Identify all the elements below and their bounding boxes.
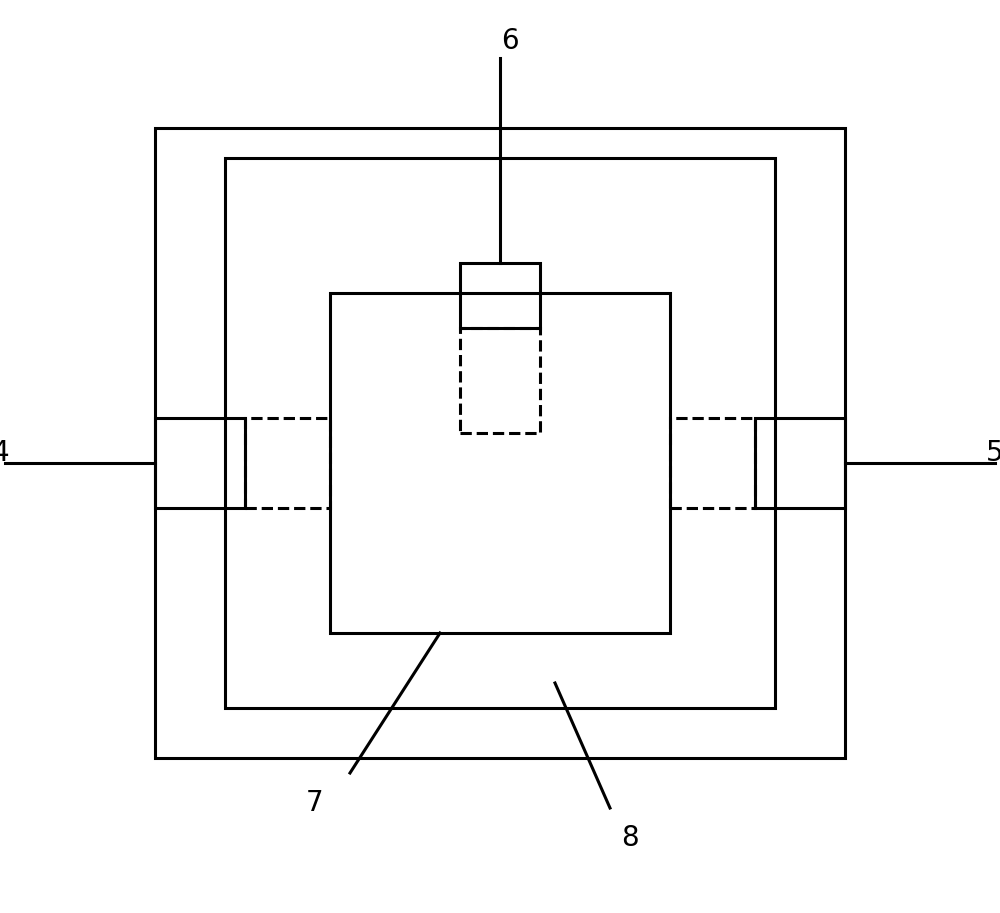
Bar <box>755 418 845 508</box>
Bar <box>225 158 775 708</box>
Text: 4: 4 <box>0 439 9 467</box>
Text: 7: 7 <box>306 789 324 817</box>
Bar <box>460 328 540 433</box>
Bar <box>155 418 245 508</box>
Bar <box>245 418 330 508</box>
Text: 6: 6 <box>501 27 519 55</box>
Bar <box>460 263 540 328</box>
Bar <box>330 293 670 633</box>
Bar <box>670 418 755 508</box>
Bar <box>155 128 845 758</box>
Text: 8: 8 <box>621 824 639 852</box>
Text: 5: 5 <box>986 439 1000 467</box>
